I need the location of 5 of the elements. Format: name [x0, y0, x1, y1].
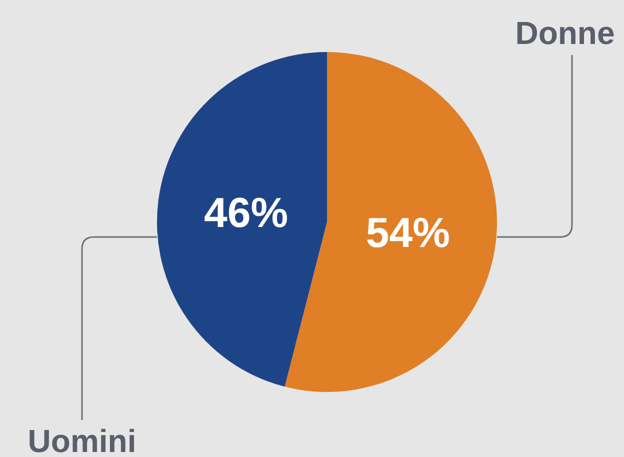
data-label: 54%	[366, 209, 450, 256]
slice-label: Donne	[515, 15, 615, 51]
slice-label: Uomini	[28, 423, 136, 457]
pie-slice	[157, 52, 327, 387]
data-label: 46%	[204, 188, 288, 236]
